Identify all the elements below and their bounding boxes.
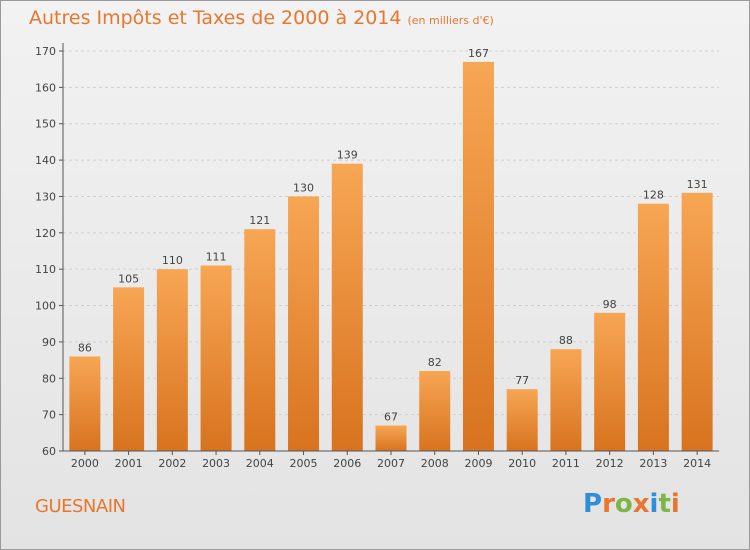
data-label: 77	[515, 374, 529, 387]
bars	[69, 61, 713, 452]
logo-letter: t	[658, 489, 671, 519]
x-tick-label: 2009	[464, 457, 492, 470]
commune-name: GUESNAIN	[35, 496, 126, 517]
y-tick-label: 60	[42, 445, 56, 458]
y-tick-label: 80	[42, 372, 56, 385]
x-tick-label: 2003	[202, 457, 230, 470]
bar	[331, 163, 363, 451]
x-tick-label: 2014	[683, 457, 711, 470]
x-tick-label: 2010	[508, 457, 536, 470]
x-tick-label: 2007	[377, 457, 405, 470]
bar	[200, 265, 232, 451]
bar	[550, 349, 582, 451]
bar	[375, 425, 407, 451]
data-label: 111	[206, 251, 227, 264]
bar	[69, 356, 101, 451]
logo-letter: i	[670, 489, 680, 519]
axes	[59, 43, 719, 455]
bar	[244, 229, 276, 451]
y-tick-label: 130	[35, 190, 56, 203]
x-tick-label: 2006	[333, 457, 361, 470]
data-label: 121	[249, 214, 270, 227]
logo-letter: i	[649, 489, 659, 519]
logo-letter: P	[583, 489, 603, 519]
bar	[156, 269, 188, 451]
y-tick-label: 90	[42, 336, 56, 349]
x-tick-label: 2004	[246, 457, 274, 470]
bar	[506, 389, 538, 451]
x-tick-label: 2013	[639, 457, 667, 470]
bar	[637, 203, 669, 451]
chart-title: Autres Impôts et Taxes de 2000 à 2014 (en…	[29, 7, 494, 29]
title-unit: (en milliers d'€)	[407, 14, 494, 27]
data-label: 139	[337, 149, 358, 162]
x-tick-label: 2002	[158, 457, 186, 470]
bar	[113, 287, 145, 451]
title-text: Autres Impôts et Taxes de 2000 à 2014	[29, 7, 402, 29]
x-tick-label: 2008	[421, 457, 449, 470]
data-label: 131	[687, 178, 708, 191]
y-tick-label: 120	[35, 227, 56, 240]
x-tick-label: 2005	[290, 457, 318, 470]
data-label: 86	[78, 341, 92, 354]
data-label: 67	[384, 411, 398, 424]
y-tick-label: 70	[42, 409, 56, 422]
data-label: 105	[118, 272, 139, 285]
data-label: 110	[162, 254, 183, 267]
bar	[419, 371, 451, 451]
bar	[594, 312, 626, 451]
data-label: 88	[559, 334, 573, 347]
labels: 60 70 80 90 100 110 120 130 140 150 160 170 86 2000 10…	[35, 45, 711, 470]
x-tick-label: 2001	[115, 457, 143, 470]
bar	[462, 61, 494, 452]
y-tick-label: 170	[35, 45, 56, 58]
y-tick-label: 140	[35, 154, 56, 167]
y-tick-label: 150	[35, 118, 56, 131]
logo-letter: o	[614, 489, 633, 519]
y-tick-label: 100	[35, 300, 56, 313]
x-tick-label: 2012	[596, 457, 624, 470]
bar	[681, 192, 713, 451]
logo-letter: x	[632, 489, 650, 519]
x-tick-label: 2011	[552, 457, 580, 470]
bar	[288, 196, 320, 451]
data-label: 130	[293, 181, 314, 194]
y-tick-label: 160	[35, 81, 56, 94]
x-tick-label: 2000	[71, 457, 99, 470]
y-tick-label: 110	[35, 263, 56, 276]
logo-letter: r	[602, 489, 615, 519]
data-label: 167	[468, 47, 489, 60]
proxiti-logo: Proxiti	[583, 489, 680, 519]
data-label: 128	[643, 189, 664, 202]
data-label: 82	[428, 356, 442, 369]
data-label: 98	[603, 298, 617, 311]
